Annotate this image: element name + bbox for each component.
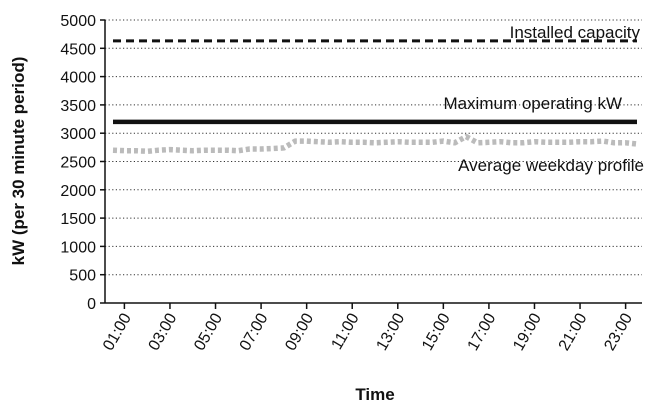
- series-label-average-weekday: Average weekday profile: [458, 156, 644, 175]
- series-label-maximum-operating: Maximum operating kW: [443, 94, 622, 113]
- gridlines: [105, 19, 642, 276]
- x-tick-label: 23:00: [601, 310, 636, 353]
- y-tick-label: 3000: [60, 126, 96, 143]
- y-tick-label: 3500: [60, 98, 96, 115]
- y-tick-label: 2000: [60, 183, 96, 200]
- x-tick-label: 15:00: [419, 310, 454, 353]
- series-lines: [112, 39, 638, 155]
- x-tick-label: 09:00: [282, 310, 317, 353]
- x-tick-label: 19:00: [510, 310, 545, 353]
- y-tick-label: 500: [69, 268, 96, 285]
- y-tick-label: 2500: [60, 155, 96, 172]
- x-tick-label: 07:00: [237, 310, 272, 353]
- x-tick-label: 01:00: [100, 310, 135, 353]
- y-tick-label: 0: [87, 296, 96, 313]
- x-axis-ticks: 01:00 03:00 05:00 07:00 09:00 11:00 13:00 15:00…: [100, 303, 636, 354]
- series-line-average-weekday-profile: [112, 133, 638, 155]
- series-label-installed-capacity: Installed capacity: [510, 23, 641, 42]
- y-axis-title: kW (per 30 minute period): [9, 57, 28, 266]
- x-axis-title: Time: [355, 385, 394, 404]
- y-tick-label: 1000: [60, 239, 96, 256]
- x-tick-label: 11:00: [329, 310, 363, 352]
- y-tick-label: 5000: [60, 13, 96, 30]
- x-tick-label: 21:00: [556, 310, 591, 353]
- y-axis-ticks: 0 500 1000 1500 2000 2500 3000 3500 4000 4500 5000: [60, 13, 105, 313]
- x-tick-label: 17:00: [465, 310, 500, 353]
- y-tick-label: 4500: [60, 41, 96, 58]
- x-tick-label: 13:00: [374, 310, 409, 353]
- x-tick-label: 03:00: [146, 310, 181, 353]
- y-tick-label: 4000: [60, 70, 96, 87]
- x-tick-label: 05:00: [191, 310, 226, 353]
- y-tick-label: 1500: [60, 211, 96, 228]
